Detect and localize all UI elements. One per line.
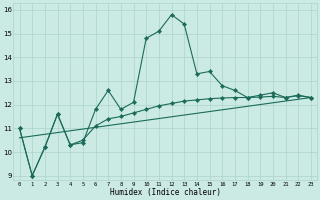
- X-axis label: Humidex (Indice chaleur): Humidex (Indice chaleur): [110, 188, 221, 197]
